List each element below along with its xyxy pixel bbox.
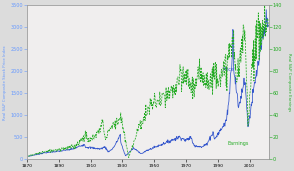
Y-axis label: Real S&P Composite Stock Price Index: Real S&P Composite Stock Price Index: [4, 45, 7, 120]
Y-axis label: Real S&P Composite Earnings: Real S&P Composite Earnings: [287, 53, 290, 111]
Text: Price: Price: [223, 67, 234, 72]
Text: Earnings: Earnings: [227, 141, 249, 147]
